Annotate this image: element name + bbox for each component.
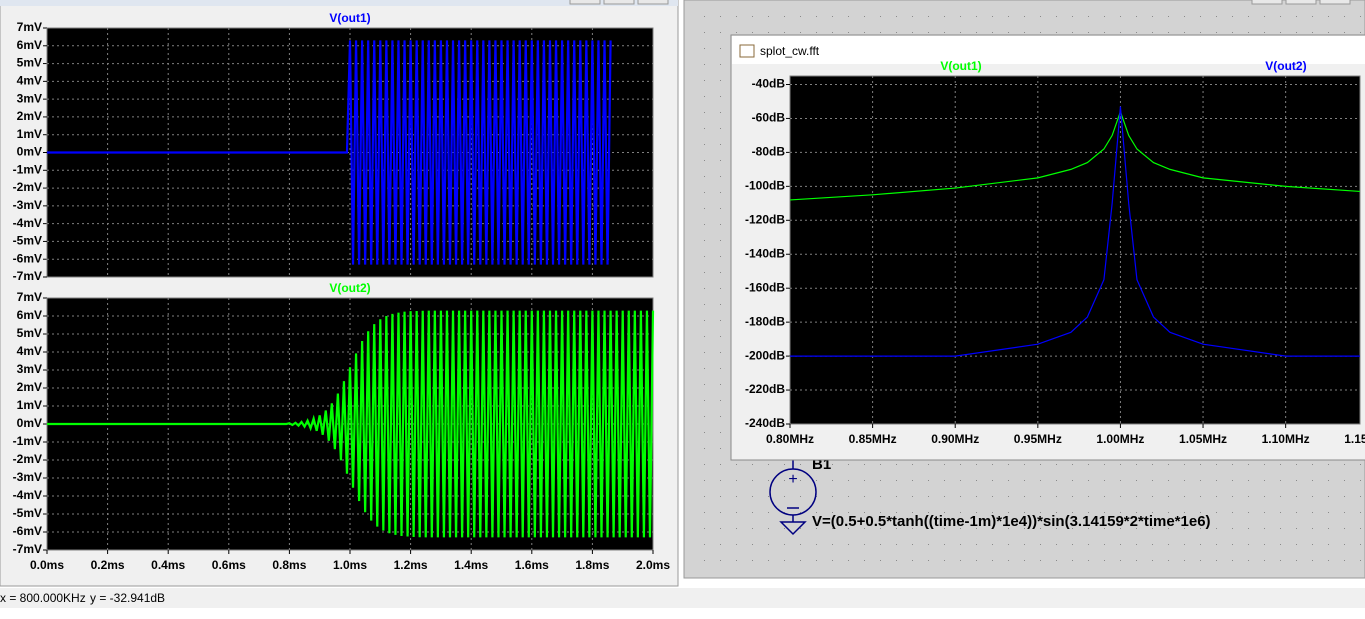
y-tick-label: -3mV [13, 198, 42, 212]
y-tick-label: 1mV [17, 398, 42, 412]
y-tick-label: -100dB [745, 179, 785, 193]
x-tick-label: 0.85MHz [849, 432, 897, 446]
x-tick-label: 0.6ms [212, 558, 246, 572]
status-bar [0, 588, 1365, 608]
y-tick-label: 3mV [17, 91, 42, 105]
y-tick-label: -4mV [13, 216, 42, 230]
x-tick-label: 1.6ms [515, 558, 549, 572]
y-tick-label: -220dB [745, 382, 785, 396]
y-tick-label: 3mV [17, 362, 42, 376]
series-line [47, 310, 655, 538]
x-tick-label: 1.10MHz [1262, 432, 1310, 446]
y-tick-label: -160dB [745, 280, 785, 294]
window-icon [739, 44, 755, 58]
x-tick-label: 1.8ms [575, 558, 609, 572]
fft-layer: -40dB -60dB -80dB -100dB -120dB -140dB -160dB -… [745, 59, 1365, 446]
window-button[interactable] [1251, 0, 1283, 5]
series-line [47, 40, 612, 265]
y-tick-label: -40dB [752, 77, 786, 91]
fft-window-title: splot_cw.fft [760, 44, 820, 58]
series-line [790, 106, 1360, 357]
y-tick-label: -120dB [745, 212, 785, 226]
y-tick-label: -1mV [13, 162, 42, 176]
fft-titlebar [732, 36, 1365, 64]
y-tick-label: -5mV [13, 506, 42, 520]
y-tick-label: 7mV [17, 20, 42, 34]
y-tick-label: -240dB [745, 416, 785, 430]
window-button[interactable] [1285, 0, 1317, 5]
x-tick-label: 0.90MHz [931, 432, 979, 446]
component-expression: V=(0.5+0.5*tanh((time-1m)*1e4))*sin(3.14… [812, 513, 1211, 530]
x-tick-label: 0.8ms [272, 558, 306, 572]
x-tick-label: 1.4ms [454, 558, 488, 572]
x-tick-label: 1.05MHz [1179, 432, 1227, 446]
y-tick-label: -180dB [745, 314, 785, 328]
left-titlebar [0, 0, 678, 6]
x-tick-label: 0.4ms [151, 558, 185, 572]
window-button[interactable] [637, 0, 669, 5]
y-tick-label: -80dB [752, 145, 786, 159]
x-tick-label: 2.0ms [636, 558, 670, 572]
x-tick-label: 0.2ms [91, 558, 125, 572]
y-tick-label: -1mV [13, 434, 42, 448]
window-button[interactable] [603, 0, 635, 5]
x-tick-label: 1.2ms [394, 558, 428, 572]
y-tick-label: -7mV [13, 269, 42, 283]
y-tick-label: 1mV [17, 127, 42, 141]
x-tick-label: 1.0ms [333, 558, 367, 572]
y-tick-label: -3mV [13, 470, 42, 484]
y-tick-label: 6mV [17, 308, 42, 322]
legend-entry: V(out2) [329, 281, 370, 295]
y-tick-label: -140dB [745, 246, 785, 260]
legend-entry: V(out2) [1265, 59, 1306, 73]
y-tick-label: 5mV [17, 56, 42, 70]
x-tick-label: 1.00MHz [1096, 432, 1144, 446]
y-tick-label: -4mV [13, 488, 42, 502]
legend-entry: V(out1) [329, 11, 370, 25]
plus-sign: + [788, 471, 797, 488]
y-tick-label: -2mV [13, 180, 42, 194]
y-tick-label: -200dB [745, 348, 785, 362]
window-button[interactable] [1319, 0, 1351, 5]
x-tick-label: 1.15MHz [1344, 432, 1365, 446]
y-tick-label: 5mV [17, 326, 42, 340]
y-tick-label: -2mV [13, 452, 42, 466]
y-tick-label: 2mV [17, 109, 42, 123]
x-tick-label: 0.0ms [30, 558, 64, 572]
y-tick-label: 4mV [17, 74, 42, 88]
legend-entry: V(out1) [940, 59, 981, 73]
y-tick-label: 2mV [17, 380, 42, 394]
y-tick-label: 4mV [17, 344, 42, 358]
ground-symbol [779, 521, 807, 536]
y-tick-label: 6mV [17, 38, 42, 52]
y-tick-label: -7mV [13, 542, 42, 556]
series-line [789, 109, 1361, 201]
y-tick-label: 0mV [17, 416, 42, 430]
x-tick-label: 0.80MHz [766, 432, 814, 446]
y-tick-label: -6mV [13, 524, 42, 538]
y-tick-label: -5mV [13, 234, 42, 248]
y-tick-label: -60dB [752, 111, 786, 125]
status-y: y = -32.941dB [90, 591, 165, 605]
window-button[interactable] [569, 0, 601, 5]
y-tick-label: -6mV [13, 251, 42, 265]
y-tick-label: 0mV [17, 145, 42, 159]
status-x: x = 800.000KHz [0, 591, 86, 605]
plot-area [789, 75, 1361, 425]
x-tick-label: 0.95MHz [1014, 432, 1062, 446]
y-tick-label: 7mV [17, 290, 42, 304]
